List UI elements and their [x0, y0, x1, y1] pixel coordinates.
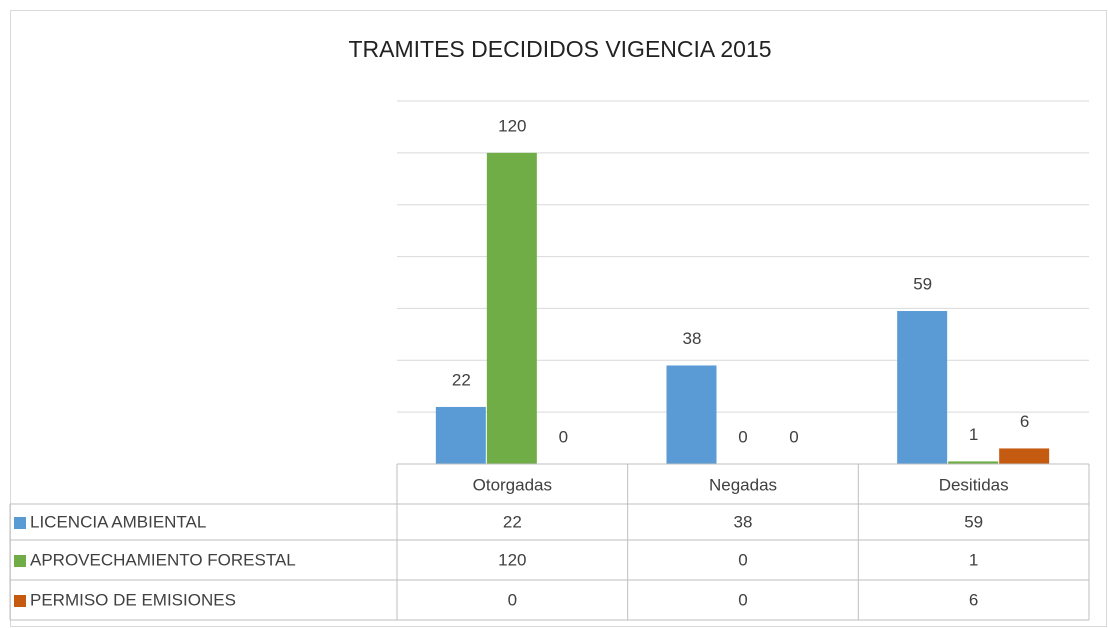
data-label: 120: [498, 116, 526, 135]
bar: [486, 152, 537, 464]
data-label: 38: [683, 329, 702, 348]
bar: [999, 448, 1050, 464]
legend-label: LICENCIA AMBIENTAL: [30, 512, 206, 531]
bar: [666, 365, 717, 464]
data-label: 0: [738, 427, 747, 446]
legend-key: [14, 595, 26, 607]
table-value: 1: [969, 550, 978, 569]
data-label: 59: [913, 275, 932, 294]
x-tick-label: Desitidas: [939, 475, 1009, 494]
table-value: 6: [969, 590, 978, 609]
x-tick-label: Negadas: [709, 475, 777, 494]
chart-title: TRAMITES DECIDIDOS VIGENCIA 2015: [348, 36, 771, 62]
table-value: 59: [964, 512, 983, 531]
table-value: 38: [734, 512, 753, 531]
data-label: 1: [969, 425, 978, 444]
table-value: 22: [503, 512, 522, 531]
legend-key: [14, 555, 26, 567]
legend-label: PERMISO DE EMISIONES: [30, 590, 236, 609]
table-value: 0: [738, 590, 747, 609]
data-label: 6: [1020, 412, 1029, 431]
table-value: 120: [498, 550, 526, 569]
table-value: 0: [738, 550, 747, 569]
data-label: 0: [559, 427, 568, 446]
legend-key: [14, 517, 26, 529]
bar: [897, 311, 948, 464]
data-label: 0: [789, 427, 798, 446]
data-label: 22: [452, 370, 471, 389]
bar: [948, 461, 999, 464]
table-value: 0: [508, 590, 517, 609]
x-tick-label: Otorgadas: [473, 475, 552, 494]
legend-label: APROVECHAMIENTO FORESTAL: [30, 550, 296, 569]
bar: [435, 406, 486, 464]
